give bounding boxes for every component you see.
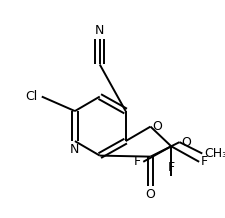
Text: N: N (70, 143, 79, 156)
Text: F: F (167, 161, 174, 174)
Text: F: F (133, 155, 141, 168)
Text: Cl: Cl (25, 90, 38, 103)
Text: CH₃: CH₃ (203, 147, 225, 160)
Text: N: N (95, 24, 104, 37)
Text: F: F (200, 155, 207, 168)
Text: O: O (152, 120, 162, 133)
Text: O: O (145, 188, 155, 201)
Text: O: O (181, 136, 191, 149)
